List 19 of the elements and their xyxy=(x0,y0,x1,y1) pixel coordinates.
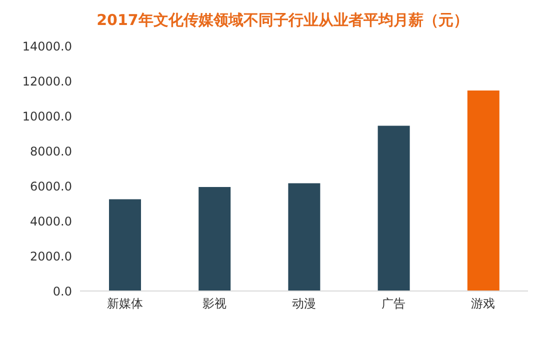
bar xyxy=(109,199,141,291)
x-tick-label: 广告 xyxy=(382,296,406,311)
bar xyxy=(467,90,500,291)
x-tick-label: 新媒体 xyxy=(106,296,143,311)
y-tick-label: 12000.0 xyxy=(22,74,72,88)
y-tick-label: 8000.0 xyxy=(30,144,72,158)
bar xyxy=(378,126,410,291)
y-tick-label: 14000.0 xyxy=(22,39,72,54)
y-tick-label: 0.0 xyxy=(52,284,72,298)
bar xyxy=(288,183,320,291)
y-tick-label: 2000.0 xyxy=(30,249,72,264)
y-tick-label: 10000.0 xyxy=(22,109,72,124)
x-tick-label: 影视 xyxy=(202,296,226,311)
x-tick-label: 游戏 xyxy=(471,296,496,311)
bar xyxy=(198,187,231,291)
y-tick-label: 4000.0 xyxy=(30,214,72,228)
chart-title: 2017年文化传媒领域不同子行业从业者平均月薪（元） xyxy=(96,10,470,31)
y-tick-label: 6000.0 xyxy=(30,179,72,194)
x-tick-label: 动漫 xyxy=(292,296,316,311)
